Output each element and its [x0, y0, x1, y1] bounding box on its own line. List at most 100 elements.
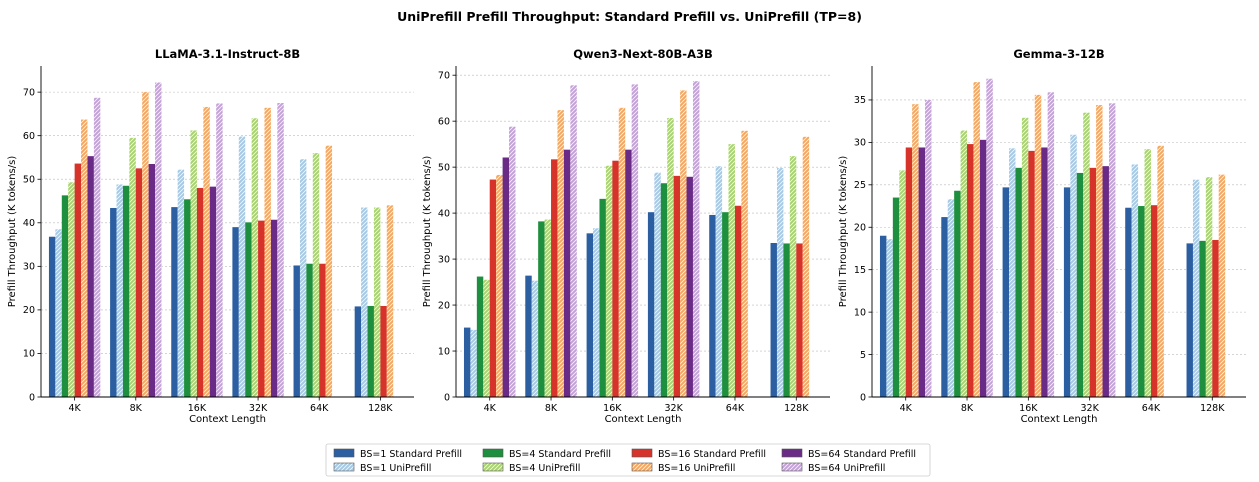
bar-bs16_std-4K — [489, 179, 497, 397]
y-tick-label: 60 — [438, 116, 450, 127]
bar-bs16_uni-8K — [142, 92, 149, 397]
bar-bs64_std-8K — [148, 163, 156, 397]
bar-bs1_std-16K — [1002, 187, 1010, 397]
bar-bs16_std-32K — [1089, 167, 1097, 397]
bar-bs64_std-8K — [979, 139, 987, 398]
y-tick-label: 50 — [23, 175, 35, 186]
bar-bs1_std-32K — [647, 212, 655, 397]
y-tick-label: 5 — [860, 350, 866, 361]
legend-label: BS=1 UniPrefill — [360, 463, 431, 474]
x-tick-label: 8K — [961, 403, 974, 414]
y-tick-label: 10 — [438, 346, 450, 357]
bar-bs4_uni-128K — [789, 156, 797, 397]
bar-bs16_uni-128K — [386, 205, 394, 397]
legend-label: BS=64 UniPrefill — [808, 463, 885, 474]
bar-bs4_std-8K — [954, 190, 961, 397]
x-tick-label: 4K — [484, 403, 497, 414]
bar-bs1_uni-16K — [593, 228, 600, 397]
bar-bs64_uni-4K — [925, 99, 932, 397]
bar-bs64_uni-32K — [1108, 103, 1116, 397]
bar-bs4_std-64K — [722, 212, 729, 397]
bar-bs4_uni-8K — [960, 130, 968, 397]
y-tick-label: 0 — [444, 392, 450, 403]
bar-bs16_uni-8K — [557, 110, 564, 397]
bar-bs4_uni-16K — [605, 165, 613, 397]
bar-bs64_std-4K — [502, 157, 510, 397]
x-tick-label: 64K — [726, 403, 745, 414]
bar-bs1_std-128K — [1186, 243, 1193, 397]
bar-bs1_uni-4K — [55, 229, 62, 397]
bar-bs4_uni-8K — [129, 137, 136, 397]
bar-bs64_uni-32K — [692, 81, 700, 397]
bar-bs64_std-8K — [563, 149, 571, 397]
panel-title: Gemma-3-12B — [1013, 47, 1104, 61]
bar-bs4_uni-128K — [1205, 177, 1213, 397]
bar-bs1_std-4K — [48, 236, 56, 397]
bar-bs64_std-16K — [625, 149, 632, 397]
y-tick-label: 25 — [854, 180, 866, 191]
bar-bs1_uni-64K — [299, 159, 307, 397]
y-axis-label: Prefill Throughput (K tokens/s) — [7, 156, 18, 308]
bar-bs16_std-16K — [196, 187, 204, 397]
bar-bs1_std-4K — [463, 327, 471, 397]
bar-bs64_uni-4K — [93, 97, 101, 397]
y-tick-label: 0 — [860, 392, 866, 403]
bar-bs16_std-8K — [551, 159, 558, 397]
legend-label: BS=1 Standard Prefill — [360, 449, 462, 460]
x-axis-label: Context Length — [605, 414, 682, 425]
bar-bs1_uni-8K — [116, 184, 123, 397]
bar-bs16_uni-64K — [1157, 145, 1164, 397]
x-tick-label: 64K — [1142, 403, 1161, 414]
bar-bs16_std-64K — [734, 205, 742, 397]
bar-bs1_uni-16K — [1009, 148, 1016, 397]
bar-bs4_uni-4K — [483, 279, 490, 397]
chart-panel-3: 4K 8K 16K 32K 64K 128K 0 5 10 15 20 25 30 35 Gemma-3-1… — [838, 47, 1246, 425]
bar-bs4_std-32K — [245, 222, 252, 397]
y-tick-label: 40 — [438, 208, 450, 219]
bar-bs1_uni-32K — [654, 172, 661, 397]
bar-bs16_uni-64K — [325, 145, 333, 397]
legend-label: BS=16 UniPrefill — [658, 463, 735, 474]
bar-bs4_uni-32K — [251, 118, 259, 398]
legend-swatch-bs16_uni — [631, 462, 653, 472]
x-axis-label: Context Length — [189, 414, 266, 425]
bar-bs16_std-4K — [905, 147, 913, 397]
x-tick-label: 16K — [603, 403, 622, 414]
bar-bs1_uni-8K — [531, 280, 539, 397]
bar-bs16_std-32K — [258, 220, 265, 397]
bar-bs64_uni-8K — [570, 85, 577, 397]
bar-bs64_std-16K — [209, 186, 217, 397]
bar-bs64_uni-8K — [986, 78, 993, 397]
legend-swatch-bs4_uni — [482, 462, 504, 472]
bar-bs1_uni-32K — [238, 136, 246, 397]
bar-bs16_uni-8K — [973, 82, 980, 397]
bar-bs64_std-16K — [1041, 147, 1048, 397]
bar-bs64_uni-32K — [277, 103, 284, 397]
bar-bs16_std-128K — [796, 243, 803, 397]
legend-swatch-bs1_uni — [333, 462, 355, 472]
bar-bs1_std-128K — [770, 242, 777, 397]
chart-panel-2: 4K 8K 16K 32K 64K 128K 0 10 20 30 40 50 60 70 Qwen3-Ne… — [422, 47, 830, 425]
bar-bs16_uni-4K — [81, 119, 88, 398]
bar-bs64_std-32K — [270, 219, 278, 397]
bar-bs1_std-16K — [586, 233, 594, 397]
bar-bs16_uni-64K — [741, 130, 748, 397]
bar-bs64_std-32K — [686, 176, 693, 397]
bar-bs16_uni-4K — [912, 104, 919, 397]
y-axis-label: Prefill Throughput (K tokens/s) — [838, 156, 849, 308]
bar-bs1_uni-4K — [470, 329, 477, 397]
y-tick-label: 40 — [23, 218, 35, 229]
chart-panel-1: 4K 8K 16K 32K 64K 128K 0 10 20 30 40 50 60 70 LLaMA-3.… — [7, 47, 414, 425]
bar-bs1_std-64K — [709, 214, 716, 397]
bar-bs1_uni-128K — [1192, 179, 1200, 397]
y-tick-label: 20 — [438, 300, 450, 311]
bar-bs1_uni-128K — [361, 207, 368, 397]
bar-bs64_uni-8K — [155, 82, 162, 398]
bar-bs16_uni-32K — [264, 107, 271, 398]
bar-bs4_std-128K — [783, 243, 790, 397]
bar-bs16_uni-128K — [802, 136, 810, 397]
x-tick-label: 128K — [784, 403, 809, 414]
bar-bs16_std-16K — [1028, 150, 1035, 397]
bar-bs1_std-16K — [171, 207, 178, 397]
x-tick-label: 64K — [310, 403, 329, 414]
